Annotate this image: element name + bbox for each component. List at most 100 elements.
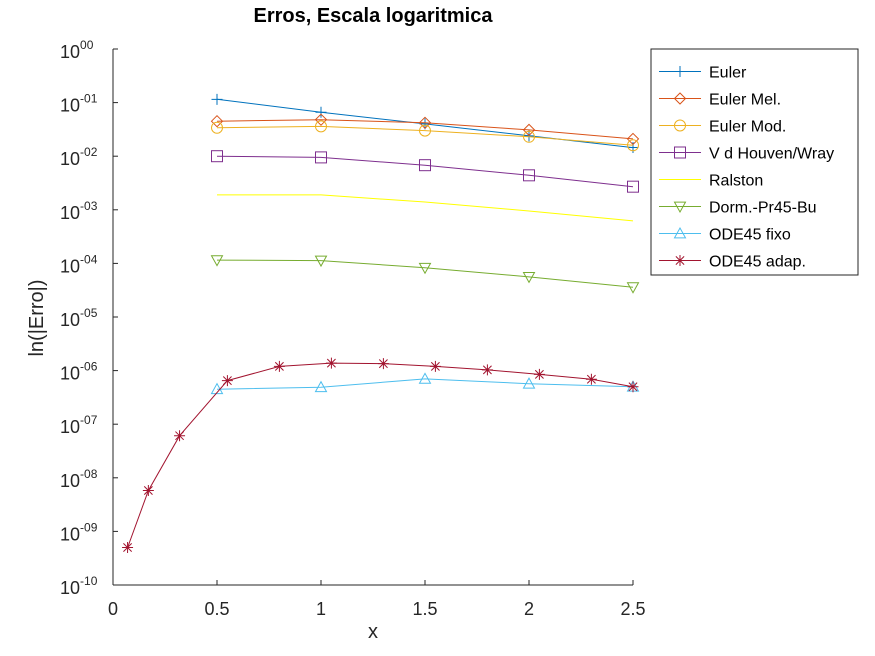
legend-marker	[674, 119, 686, 132]
series-1	[210, 113, 640, 146]
legend-item: Dorm.-Pr45-Bu	[659, 200, 817, 217]
legend-marker	[673, 92, 687, 105]
y-tick-base: 10	[60, 578, 80, 598]
data-point	[325, 357, 337, 369]
legend-marker	[674, 66, 686, 77]
y-tick-exponent: -05	[80, 306, 98, 320]
legend: Euler Euler Mel. Euler Mod. V d Houven/Wray…	[650, 48, 859, 276]
data-point	[314, 113, 328, 126]
x-tick-label: 2.5	[620, 599, 645, 619]
data-point	[210, 255, 224, 267]
axes	[112, 49, 633, 586]
data-point	[211, 150, 223, 163]
data-point	[211, 121, 223, 134]
x-axis-label: x	[368, 621, 378, 643]
y-tick-base: 10	[60, 471, 80, 491]
data-point	[627, 142, 639, 154]
series-7	[122, 357, 639, 554]
data-point	[419, 124, 431, 137]
y-tick-label: 10-04	[60, 252, 98, 276]
y-tick-exponent: -03	[80, 199, 98, 213]
data-point	[626, 282, 640, 294]
series-line	[216, 259, 634, 288]
legend-item: Euler	[659, 65, 747, 82]
series-layer	[122, 93, 640, 554]
y-tick-exponent: -10	[80, 574, 98, 588]
y-tick-label: 10-08	[60, 467, 98, 491]
x-tick-label: 1	[316, 599, 326, 619]
data-point	[522, 377, 536, 389]
data-point	[221, 375, 233, 387]
legend-marker	[674, 146, 686, 159]
series-line	[216, 125, 634, 146]
legend-label: ODE45 fixo	[709, 227, 791, 244]
data-point	[522, 271, 536, 284]
legend-label: Euler Mod.	[709, 119, 786, 136]
data-point	[418, 116, 432, 130]
data-point	[210, 114, 224, 128]
legend-item: ODE45 adap.	[659, 254, 806, 271]
y-tick-exponent: -04	[80, 252, 98, 266]
y-tick-exponent: -09	[80, 520, 98, 534]
legend-item: Euler Mod.	[659, 119, 786, 136]
x-tick-label: 0	[108, 599, 118, 619]
legend-item: Euler Mel.	[659, 92, 781, 109]
x-tick-label: 0.5	[204, 599, 229, 619]
data-point	[522, 123, 536, 137]
data-point	[377, 358, 389, 370]
series-line	[127, 362, 634, 548]
data-point	[626, 132, 640, 146]
series-line	[216, 378, 634, 390]
data-point	[627, 139, 639, 152]
y-tick-base: 10	[60, 149, 80, 169]
y-tick-label: 10-01	[60, 92, 98, 116]
chart-title: Erros, Escala logaritmica	[253, 5, 493, 27]
legend-label: ODE45 adap.	[709, 254, 806, 271]
legend-item: V d Houven/Wray	[659, 146, 834, 163]
y-tick-label: 10-09	[60, 520, 98, 544]
y-tick-label: 10-10	[60, 574, 98, 598]
data-point	[315, 106, 327, 118]
series-line	[216, 119, 634, 140]
y-tick-exponent: 00	[80, 38, 94, 52]
series-4	[217, 194, 634, 222]
data-point	[211, 93, 223, 105]
data-point	[481, 364, 493, 376]
y-tick-base: 10	[60, 310, 80, 330]
x-axis-ticks: 0 0.5 1 1.5 2 2.5	[108, 580, 646, 619]
y-axis-ticks: 100010-0110-0210-0310-0410-0510-0610-071…	[60, 38, 118, 598]
y-tick-label: 10-03	[60, 199, 98, 223]
y-tick-exponent: -02	[80, 145, 98, 159]
series-3	[211, 150, 639, 193]
legend-label: Ralston	[709, 173, 763, 190]
y-tick-base: 10	[60, 42, 80, 62]
data-point	[315, 120, 327, 133]
data-point	[273, 360, 285, 372]
data-point	[585, 373, 597, 385]
data-point	[122, 542, 134, 554]
legend-item: Ralston	[659, 173, 763, 190]
x-tick-label: 1.5	[412, 599, 437, 619]
legend-label: V d Houven/Wray	[709, 146, 834, 163]
y-tick-base: 10	[60, 256, 80, 276]
y-axis-label: ln(|Erro|)	[26, 279, 48, 356]
legend-label: Dorm.-Pr45-Bu	[709, 200, 817, 217]
y-tick-base: 10	[60, 417, 80, 437]
legend-marker	[673, 201, 687, 214]
legend-marker	[673, 226, 687, 239]
y-tick-exponent: -07	[80, 413, 98, 427]
series-line	[216, 155, 634, 188]
data-point	[315, 151, 327, 164]
y-tick-label: 1000	[60, 38, 94, 62]
y-tick-base: 10	[60, 524, 80, 544]
series-2	[211, 120, 639, 152]
legend-marker	[674, 255, 686, 266]
y-tick-base: 10	[60, 203, 80, 223]
x-tick-label: 2	[524, 599, 534, 619]
y-tick-base: 10	[60, 364, 80, 384]
data-point	[523, 169, 535, 182]
y-tick-label: 10-05	[60, 306, 98, 330]
series-line	[217, 194, 634, 222]
y-tick-base: 10	[60, 96, 80, 116]
